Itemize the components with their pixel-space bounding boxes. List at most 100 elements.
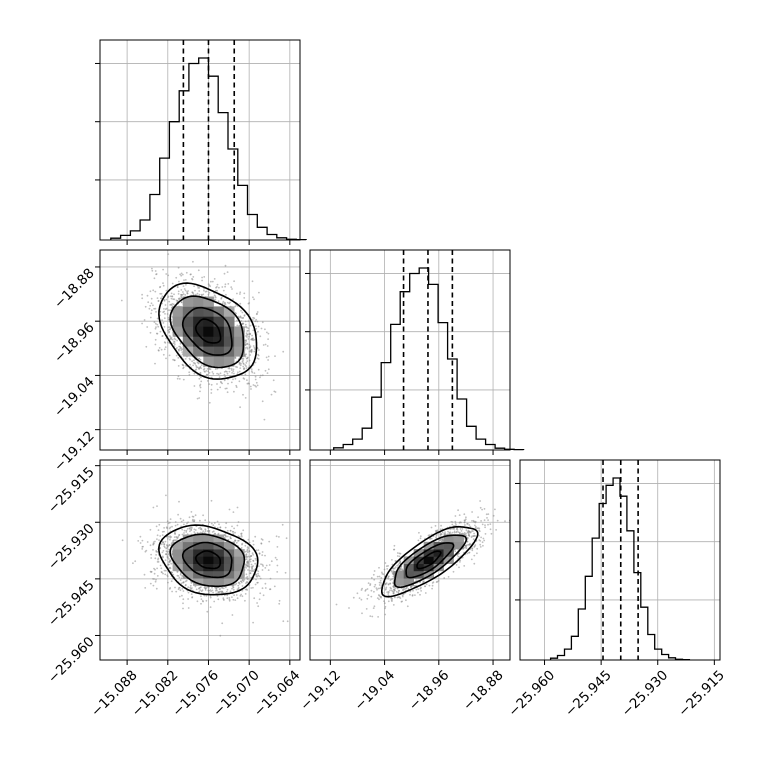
density-0-1-point bbox=[264, 369, 267, 372]
density-1-2-point bbox=[373, 585, 376, 588]
density-0-2-point bbox=[179, 579, 182, 582]
density-1-2-point bbox=[393, 548, 396, 551]
density-0-1-point bbox=[263, 418, 266, 421]
density-0-2-point bbox=[224, 586, 227, 589]
density-0-1-point bbox=[163, 310, 166, 313]
density-0-2-point bbox=[152, 584, 155, 587]
density-0-1-point bbox=[120, 299, 123, 302]
density-0-2-cell bbox=[203, 556, 214, 564]
density-0-2-point bbox=[268, 540, 271, 543]
density-0-1-point bbox=[267, 368, 270, 371]
density-0-1-point bbox=[200, 364, 203, 366]
density-panel-1-2 bbox=[309, 459, 511, 665]
density-0-2-point bbox=[182, 590, 185, 592]
density-0-2-cell bbox=[234, 549, 245, 557]
density-0-1-point bbox=[246, 379, 248, 381]
density-1-2-point bbox=[419, 587, 422, 590]
density-0-1-point bbox=[240, 362, 242, 365]
density-0-1-point bbox=[150, 302, 153, 305]
density-1-2-point bbox=[371, 615, 374, 618]
density-0-2-point bbox=[237, 584, 240, 587]
density-0-1-point bbox=[171, 303, 174, 305]
density-0-1-point bbox=[180, 297, 182, 300]
density-0-2-point bbox=[172, 573, 175, 576]
density-0-2-cell bbox=[172, 556, 184, 564]
density-0-1-point bbox=[238, 361, 241, 364]
density-0-2-point bbox=[257, 605, 260, 608]
density-0-1-point bbox=[241, 322, 244, 325]
density-0-2-point bbox=[247, 569, 249, 571]
density-0-2-point bbox=[247, 555, 250, 558]
density-1-2-point bbox=[401, 595, 404, 598]
density-0-2-point bbox=[237, 535, 240, 538]
density-0-2-point bbox=[152, 506, 155, 509]
density-0-1-point bbox=[247, 320, 250, 322]
density-0-1-point bbox=[223, 371, 226, 373]
density-0-1-point bbox=[238, 325, 241, 327]
density-0-1-point bbox=[259, 376, 261, 379]
density-0-2-cell bbox=[223, 541, 235, 550]
density-0-1-point bbox=[173, 359, 176, 362]
density-0-1-point bbox=[249, 354, 252, 356]
density-0-1-point bbox=[168, 330, 171, 333]
x-tick-label-1-3: −18.88 bbox=[460, 667, 507, 714]
x-tick-label-2-1: −25.945 bbox=[562, 667, 615, 720]
density-0-2-point bbox=[254, 557, 257, 560]
density-0-1-point bbox=[221, 382, 224, 385]
density-1-2-point bbox=[478, 530, 481, 533]
density-0-1-point bbox=[218, 286, 220, 289]
density-0-2-point bbox=[174, 586, 176, 589]
density-0-2-point bbox=[202, 514, 205, 517]
density-0-1-point bbox=[195, 364, 198, 367]
density-0-2-point bbox=[248, 541, 251, 544]
density-0-2-point bbox=[161, 534, 164, 536]
density-1-2-point bbox=[419, 535, 422, 538]
density-1-2-point bbox=[397, 563, 400, 566]
density-0-2-point bbox=[222, 597, 225, 600]
density-0-1-point bbox=[264, 343, 267, 346]
density-1-2-point bbox=[417, 539, 420, 542]
density-1-2-point bbox=[393, 544, 396, 547]
density-0-1-point bbox=[230, 381, 233, 384]
density-0-1-point bbox=[160, 292, 163, 295]
density-0-2-point bbox=[166, 527, 169, 529]
density-1-2-point bbox=[366, 588, 369, 590]
density-1-2-point bbox=[409, 593, 411, 596]
density-1-2-point bbox=[391, 559, 393, 561]
density-0-1-point bbox=[151, 267, 153, 270]
density-0-1-point bbox=[193, 372, 196, 375]
density-0-1-point bbox=[163, 299, 166, 301]
density-1-2-point bbox=[398, 589, 401, 592]
density-1-2-point bbox=[447, 530, 449, 533]
density-0-2-point bbox=[234, 539, 237, 542]
density-0-2-point bbox=[256, 581, 259, 584]
density-0-2-point bbox=[269, 577, 272, 580]
density-0-2-point bbox=[190, 593, 193, 595]
density-0-2-point bbox=[252, 559, 255, 562]
density-1-2-point bbox=[378, 598, 380, 601]
density-0-1-point bbox=[198, 287, 201, 289]
density-0-2-point bbox=[149, 582, 152, 585]
density-0-2-point bbox=[166, 547, 169, 549]
density-1-2-point bbox=[360, 589, 363, 591]
density-1-2-cell bbox=[393, 578, 405, 586]
density-0-1-point bbox=[244, 373, 247, 376]
density-0-1-point bbox=[216, 388, 219, 391]
density-1-2-point bbox=[435, 536, 437, 539]
density-0-2-point bbox=[257, 549, 260, 551]
density-0-2-point bbox=[166, 574, 169, 577]
density-0-2-point bbox=[208, 521, 211, 524]
density-0-1-point bbox=[248, 302, 251, 304]
density-0-1-point bbox=[179, 342, 182, 345]
density-0-2-point bbox=[226, 588, 229, 591]
density-0-2-point bbox=[150, 557, 153, 559]
density-1-2-point bbox=[484, 526, 486, 529]
density-1-2-cell bbox=[443, 541, 454, 550]
density-0-2-point bbox=[259, 577, 262, 580]
density-0-2-point bbox=[212, 591, 215, 594]
density-1-2-point bbox=[458, 566, 460, 569]
density-0-2-point bbox=[180, 582, 183, 585]
density-0-1-point bbox=[199, 386, 202, 389]
density-0-2-point bbox=[149, 528, 152, 531]
